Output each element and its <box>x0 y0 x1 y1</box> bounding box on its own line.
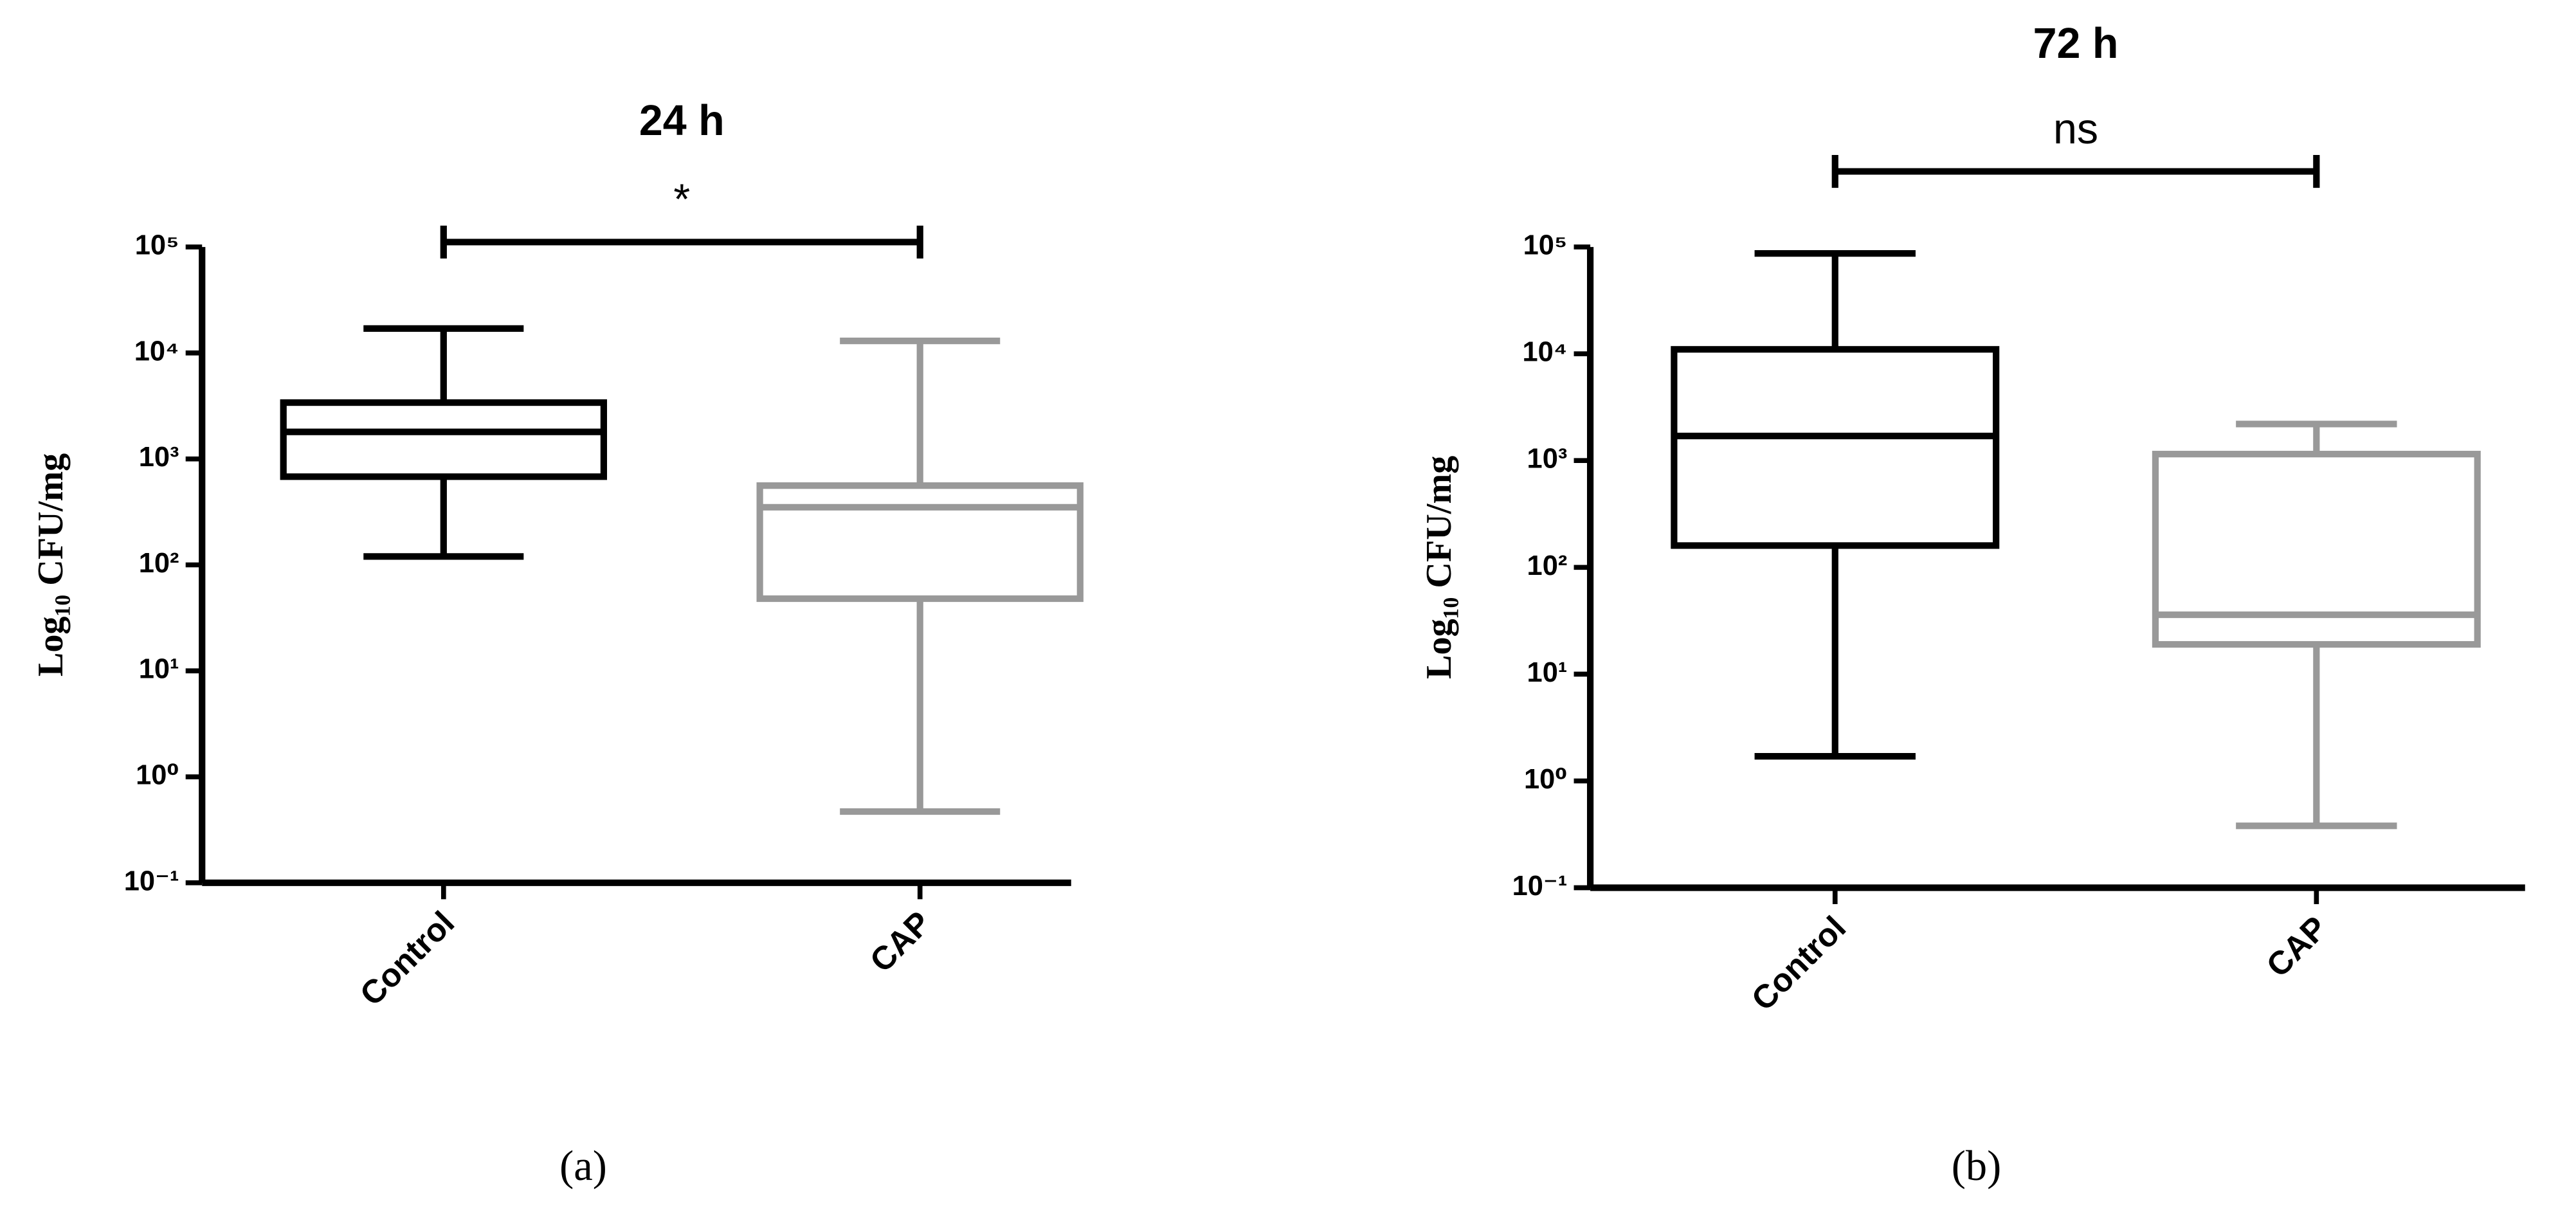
x-tick-label: Control <box>353 904 462 1013</box>
significance-label: ns <box>2053 105 2098 153</box>
y-tick-label: 10³ <box>1527 444 1568 475</box>
y-tick-label: 10³ <box>139 442 179 473</box>
y-tick-label: 10² <box>1527 550 1568 581</box>
y-tick-label: 10⁴ <box>134 336 179 367</box>
y-tick-label: 10¹ <box>139 654 179 685</box>
y-tick-label: 10⁵ <box>1523 230 1568 261</box>
box <box>280 399 608 480</box>
y-tick-label: 10⁵ <box>135 230 179 261</box>
y-axis-label: Log₁₀ CFU/mg <box>1419 456 1459 679</box>
y-tick-label: 10⁰ <box>1524 764 1567 795</box>
y-tick-label: 10⁴ <box>1523 337 1568 368</box>
box <box>756 482 1084 603</box>
x-tick-label: Control <box>1745 909 1853 1018</box>
chart-title: 72 h <box>2033 20 2119 68</box>
x-tick-label: CAP <box>863 904 938 979</box>
y-axis-label: Log₁₀ CFU/mg <box>31 453 71 676</box>
y-tick-label: 10⁻¹ <box>124 866 179 896</box>
chart-title: 24 h <box>639 97 725 145</box>
y-tick-label: 10⁻¹ <box>1512 871 1568 902</box>
x-tick-label: CAP <box>2259 909 2334 985</box>
y-tick-label: 10⁰ <box>136 760 179 791</box>
y-tick-label: 10¹ <box>1527 657 1568 688</box>
panel-caption: (b) <box>1952 1143 2001 1190</box>
significance-label: * <box>673 176 690 224</box>
panel-caption: (a) <box>559 1143 607 1190</box>
box <box>1671 346 2000 549</box>
y-tick-label: 10² <box>139 548 179 579</box>
